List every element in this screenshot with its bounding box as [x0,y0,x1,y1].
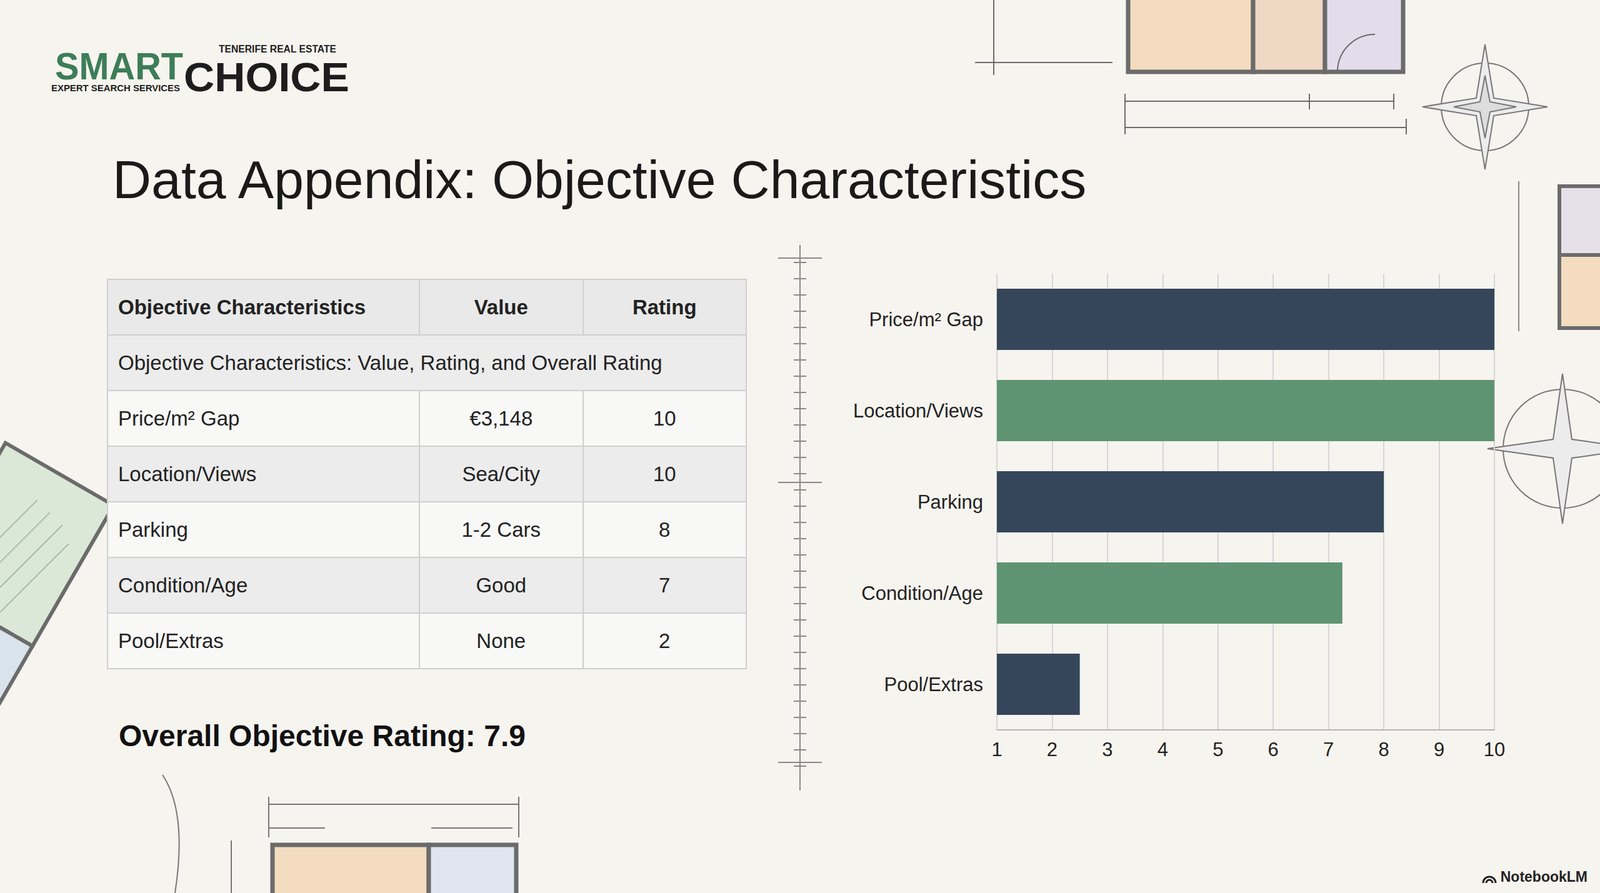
svg-text:1: 1 [991,738,1002,761]
svg-text:8: 8 [1378,738,1389,761]
svg-text:TENERIFE REAL ESTATE: TENERIFE REAL ESTATE [218,43,337,55]
svg-text:4: 4 [1157,738,1169,761]
html-text:NotebookLM: NotebookLM [1500,868,1588,885]
svg-text:Condition/Age: Condition/Age [861,582,984,605]
html-text:€3,148: €3,148 [469,406,533,430]
svg-text:CHOICE: CHOICE [183,55,350,100]
html-text:Pool/Extras: Pool/Extras [118,629,224,653]
html-text:10: 10 [653,462,676,486]
svg-text:Location/Views: Location/Views [853,400,984,422]
svg-text:SMART: SMART [55,44,184,88]
html-text:Sea/City: Sea/City [462,462,541,486]
svg-text:2: 2 [1046,738,1058,761]
html-text:Parking: Parking [118,517,189,541]
html-text:Rating: Rating [632,295,697,319]
svg-text:Parking: Parking [917,491,984,514]
svg-text:9: 9 [1433,738,1445,761]
svg-text:EXPERT SEARCH SERVICES: EXPERT SEARCH SERVICES [51,82,180,94]
html-text:Overall Objective Rating: 7.9: Overall Objective Rating: 7.9 [118,719,526,753]
svg-text:3: 3 [1101,738,1113,761]
html-text:Condition/Age: Condition/Age [118,573,248,597]
svg-text:Price/m² Gap: Price/m² Gap [868,308,984,331]
svg-text:Pool/Extras: Pool/Extras [883,673,984,696]
html-text:Good: Good [475,573,527,597]
html-text:Data Appendix: Objective Chara: Data Appendix: Objective Characteristics [112,149,1087,210]
html-text:Value: Value [474,295,529,319]
svg-text:5: 5 [1212,738,1224,761]
html-text:Objective Characteristics: Objective Characteristics [118,295,366,319]
html-text:1-2 Cars: 1-2 Cars [461,517,541,541]
html-text:Objective Characteristics: Val: Objective Characteristics: Value, Rating… [118,350,663,375]
html-text:8: 8 [658,517,671,541]
html-text:None: None [476,629,526,653]
html-text:7: 7 [658,573,671,597]
html-text:Price/m² Gap: Price/m² Gap [118,406,240,430]
svg-text:6: 6 [1268,738,1279,761]
html-text:Location/Views: Location/Views [118,462,257,486]
svg-text:7: 7 [1323,738,1334,761]
html-text:2: 2 [658,629,671,653]
svg-text:10: 10 [1483,738,1505,761]
html-text:10: 10 [653,406,676,430]
